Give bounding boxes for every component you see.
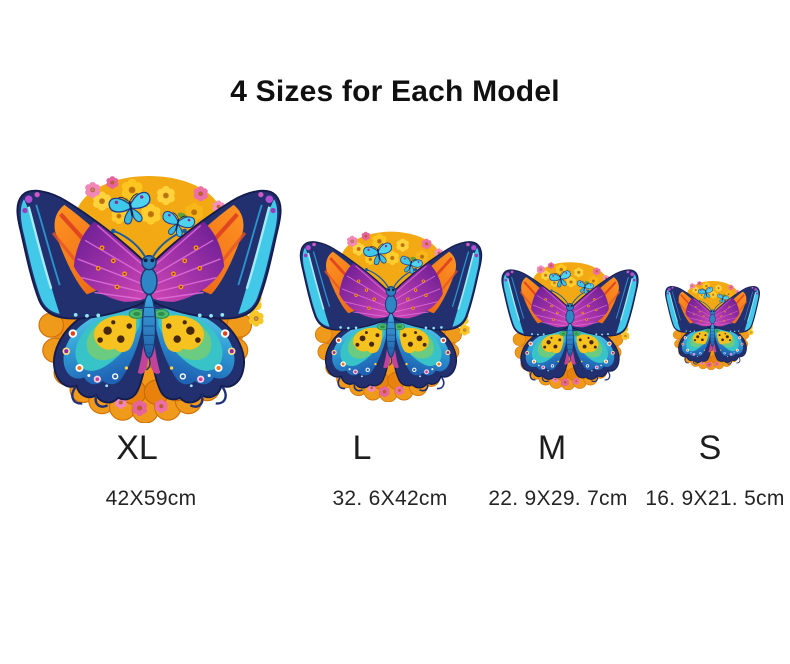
butterfly-image-l: [294, 222, 488, 402]
size-label-l: L: [352, 429, 372, 467]
size-label-s: S: [698, 429, 722, 467]
size-dimensions-m: 22. 9X29. 7cm: [488, 487, 628, 510]
size-dimensions-s: 16. 9X21. 5cm: [645, 487, 785, 510]
butterfly-image-m: [497, 255, 643, 390]
page-title: 4 Sizes for Each Model: [230, 75, 560, 108]
size-label-m: M: [537, 429, 567, 467]
butterfly-image-xl: [8, 162, 290, 423]
size-dimensions-xl: 42X59cm: [105, 487, 197, 510]
size-label-xl: XL: [116, 429, 158, 467]
butterfly-image-s: [662, 276, 763, 370]
size-dimensions-l: 32. 6X42cm: [332, 487, 448, 510]
